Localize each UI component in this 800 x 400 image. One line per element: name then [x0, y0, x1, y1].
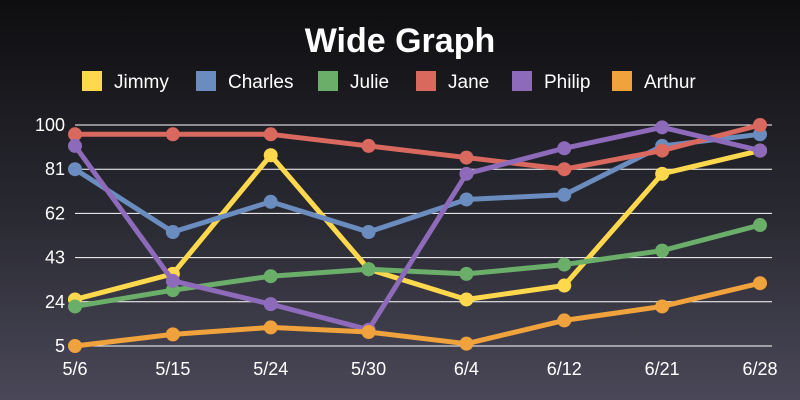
data-point	[68, 299, 82, 314]
gridlines	[75, 124, 772, 347]
data-point	[165, 127, 180, 142]
data-point	[263, 148, 278, 163]
data-point	[263, 320, 278, 335]
data-point	[655, 243, 670, 258]
data-point	[753, 276, 767, 291]
data-point	[459, 266, 474, 281]
legend-item-arthur: Arthur	[612, 71, 696, 93]
legend-swatch	[612, 71, 632, 91]
series-jane	[68, 118, 767, 177]
data-point	[263, 127, 278, 142]
x-tick-label: 5/30	[351, 359, 386, 379]
series-line	[72, 148, 763, 302]
chart-legend: Jimmy Charles Julie Jane Philip Arthur	[82, 71, 696, 93]
legend-item-philip: Philip	[512, 71, 590, 93]
legend-item-julie: Julie	[318, 71, 389, 93]
data-point	[68, 162, 82, 177]
data-point	[459, 166, 474, 181]
data-point	[263, 297, 278, 312]
data-point	[263, 194, 278, 209]
series-lines	[68, 118, 767, 353]
x-tick-label: 6/28	[742, 359, 777, 379]
data-point	[557, 141, 572, 156]
series-arthur	[68, 276, 767, 353]
data-point	[557, 278, 572, 293]
data-point	[655, 299, 670, 314]
data-point	[165, 225, 180, 240]
data-point	[459, 192, 474, 207]
data-point	[361, 138, 376, 153]
data-point	[753, 118, 767, 132]
y-tick-label: 100	[35, 115, 65, 135]
x-tick-label: 5/6	[62, 359, 87, 379]
y-tick-label: 43	[45, 248, 65, 268]
y-tick-label: 62	[45, 203, 65, 223]
legend-swatch	[196, 71, 216, 91]
data-point	[753, 218, 767, 233]
data-point	[557, 313, 572, 328]
data-point	[753, 143, 767, 158]
legend-item-jimmy: Jimmy	[82, 71, 169, 93]
data-point	[361, 325, 376, 340]
data-point	[655, 120, 670, 135]
legend-swatch	[512, 71, 532, 91]
data-point	[263, 269, 278, 284]
data-point	[361, 225, 376, 240]
legend-label: Julie	[350, 72, 389, 93]
x-tick-label: 6/4	[454, 359, 479, 379]
data-point	[361, 262, 376, 277]
data-point	[459, 150, 474, 165]
data-point	[68, 138, 82, 153]
data-point	[459, 336, 474, 351]
y-tick-label: 81	[45, 159, 65, 179]
legend-label: Jane	[448, 72, 489, 93]
legend-swatch	[318, 71, 338, 91]
data-point	[165, 273, 180, 288]
x-axis: 5/6 5/15 5/24 5/30 6/4 6/12 6/21 6/28	[62, 359, 777, 379]
x-tick-label: 6/21	[645, 359, 680, 379]
data-point	[655, 166, 670, 181]
legend-swatch	[82, 71, 102, 91]
legend-label: Arthur	[644, 72, 696, 93]
series-line	[72, 122, 763, 172]
data-point	[459, 292, 474, 307]
data-point	[557, 257, 572, 272]
data-point	[557, 187, 572, 202]
data-point	[68, 127, 82, 142]
legend-label: Jimmy	[114, 72, 169, 93]
x-tick-label: 5/15	[155, 359, 190, 379]
x-tick-label: 5/24	[253, 359, 288, 379]
data-point	[655, 143, 670, 158]
legend-item-jane: Jane	[416, 71, 489, 93]
x-tick-label: 6/12	[547, 359, 582, 379]
series-line	[72, 280, 763, 349]
data-point	[68, 339, 82, 353]
series-line	[72, 124, 763, 333]
series-line	[72, 222, 763, 309]
y-axis: 5 24 43 62 81 100	[35, 115, 65, 356]
y-tick-label: 24	[45, 292, 65, 312]
legend-label: Charles	[228, 72, 293, 93]
chart-title: Wide Graph	[305, 22, 496, 60]
y-tick-label: 5	[55, 336, 65, 356]
legend-label: Philip	[544, 72, 590, 93]
data-point	[557, 162, 572, 177]
legend-swatch	[416, 71, 436, 91]
data-point	[165, 327, 180, 342]
legend-item-charles: Charles	[196, 71, 293, 93]
